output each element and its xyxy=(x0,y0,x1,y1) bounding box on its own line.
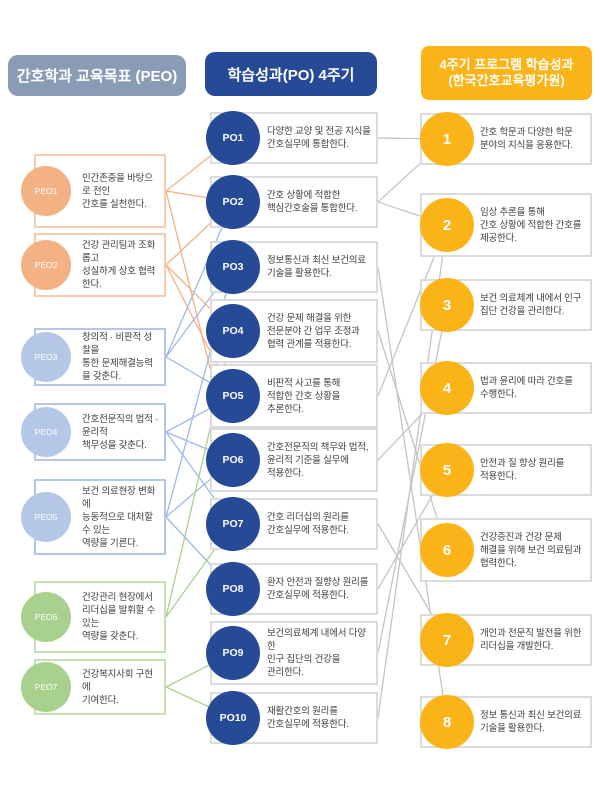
peo-column-header: 간호학과 교육목표 (PEO) xyxy=(8,55,186,96)
connection-peo7-po10 xyxy=(165,686,209,708)
peo2-text: 건강 관리팀과 조화롭고 성실하게 상호 협력한다. xyxy=(82,240,156,290)
po8-badge: PO8 xyxy=(206,562,260,616)
po10-badge: PO10 xyxy=(206,691,260,745)
po4-badge: PO4 xyxy=(206,304,260,358)
outcome-column-header: 4주기 프로그램 학습성과 (한국간호교육평가원) xyxy=(421,46,592,100)
out2-badge: 2 xyxy=(420,198,474,252)
po4-text: 건강 문제 해결을 위한 전문분야 간 업무 조정과 협력 관계를 적용한다. xyxy=(267,312,360,350)
po1-text: 다양한 교양 및 전공 지식을 간호실무에 통합한다. xyxy=(267,126,371,150)
out5-text: 안전과 질 향상 원리를 적용한다. xyxy=(480,458,565,482)
po2-text: 간호 상황에 적합한 핵심간호술을 통합한다. xyxy=(267,190,358,214)
connection-peo6-po7 xyxy=(165,545,218,618)
peo7-text: 건강복지사회 구현에 기여한다. xyxy=(82,668,153,706)
peo6-badge: PEO6 xyxy=(21,592,71,642)
connection-peo4-po5 xyxy=(165,408,210,433)
po9-badge: PO9 xyxy=(206,626,260,680)
peo6-text: 건강관리 현장에서 리더십을 발휘할 수 있는 역량을 갖춘다. xyxy=(82,592,156,642)
peo3-badge: PEO3 xyxy=(21,332,71,382)
connection-peo4-po7 xyxy=(165,431,218,503)
peo2-badge: PEO2 xyxy=(21,240,71,290)
po2-badge: PO2 xyxy=(206,175,260,229)
peo4-text: 간호전문직의 법적 · 윤리적 책무성을 갖춘다. xyxy=(82,413,159,451)
out7-badge: 7 xyxy=(420,613,474,667)
connection-peo5-po6 xyxy=(165,477,213,518)
peo4-badge: PEO4 xyxy=(21,407,71,457)
peo1-badge: PEO1 xyxy=(21,166,71,216)
outcome-header-line1: 4주기 프로그램 학습성과 xyxy=(439,56,574,72)
out8-badge: 8 xyxy=(420,695,474,749)
peo1-text: 인간존중을 바탕으로 전인 간호를 실천한다. xyxy=(82,172,153,210)
connection-peo1-po2 xyxy=(165,190,207,199)
out1-text: 간호 학문과 다양한 학문 분야의 지식을 응용한다. xyxy=(480,127,573,151)
connection-peo7-po9 xyxy=(165,664,210,688)
out6-badge: 6 xyxy=(420,523,474,577)
po8-text: 환자 안전과 질향상 원리를 간호실무에 적용한다. xyxy=(267,577,369,601)
out8-text: 정보 통신과 최신 보건의료 기술을 활용한다. xyxy=(480,710,582,734)
po-column-header: 학습성과(PO) 4주기 xyxy=(205,52,377,96)
po10-text: 재활간호의 원리를 간호실무에 적용한다. xyxy=(267,706,349,730)
outcome-header-line2: (한국간호교육평가원) xyxy=(448,73,565,88)
peo7-badge: PEO7 xyxy=(21,662,71,712)
po9-text: 보건의료체계 내에서 다양한 인구 집단의 건강을 관리한다. xyxy=(267,628,366,678)
out3-badge: 3 xyxy=(420,278,474,332)
po3-text: 정보통신과 최신 보건의료 기술을 활용한다. xyxy=(267,255,366,279)
out1-badge: 1 xyxy=(420,112,474,166)
po7-text: 간호 리더십의 원리를 간호실무에 적용한다. xyxy=(267,512,349,536)
out5-badge: 5 xyxy=(420,443,474,497)
po7-badge: PO7 xyxy=(206,497,260,551)
peo5-badge: PEO5 xyxy=(21,492,71,542)
po3-badge: PO3 xyxy=(206,240,260,294)
connection-peo3-po5 xyxy=(165,356,210,383)
connection-po8-out5 xyxy=(377,493,435,590)
connection-po5-out2 xyxy=(377,249,438,397)
connection-peo2-po2 xyxy=(165,220,214,266)
out7-text: 개인과 전문직 발전을 위한 리더십을 개발한다. xyxy=(480,628,582,652)
po5-text: 비판적 사고를 통해 적합한 간호 상황을 추론한다. xyxy=(267,377,341,415)
peo5-text: 보건 의료현장 변화에 능동적으로 대처할 수 있는 역량을 기른다. xyxy=(82,485,156,549)
connection-po2-out2 xyxy=(377,201,422,218)
po1-badge: PO1 xyxy=(206,111,260,165)
connection-peo1-po1 xyxy=(165,154,213,192)
out3-text: 보건 의료체계 내에서 인구 집단 건강을 관리한다. xyxy=(480,293,582,317)
po6-text: 간호전문직의 책무와 법적, 윤리적 기준을 실무에 적용한다. xyxy=(267,441,369,479)
connection-po1-out1 xyxy=(377,137,421,140)
connection-po7-out7 xyxy=(377,523,434,618)
out4-badge: 4 xyxy=(420,361,474,415)
connection-peo3-po3 xyxy=(165,288,218,358)
out2-text: 임상 추론을 통해 간호 상황에 적합한 간호를 제공한다. xyxy=(480,206,582,244)
po6-badge: PO6 xyxy=(206,433,260,487)
peo3-text: 창의적 · 비판적 성찰을 통한 문제해결능력을 갖춘다. xyxy=(82,332,153,382)
out4-text: 법과 윤리에 따라 간호를 수행한다. xyxy=(480,376,573,400)
connection-po2-out1 xyxy=(377,156,428,203)
out6-text: 건강증진과 건강 문제 해결을 위해 보건 의료팀과 협력한다. xyxy=(480,531,582,569)
po5-badge: PO5 xyxy=(206,369,260,423)
